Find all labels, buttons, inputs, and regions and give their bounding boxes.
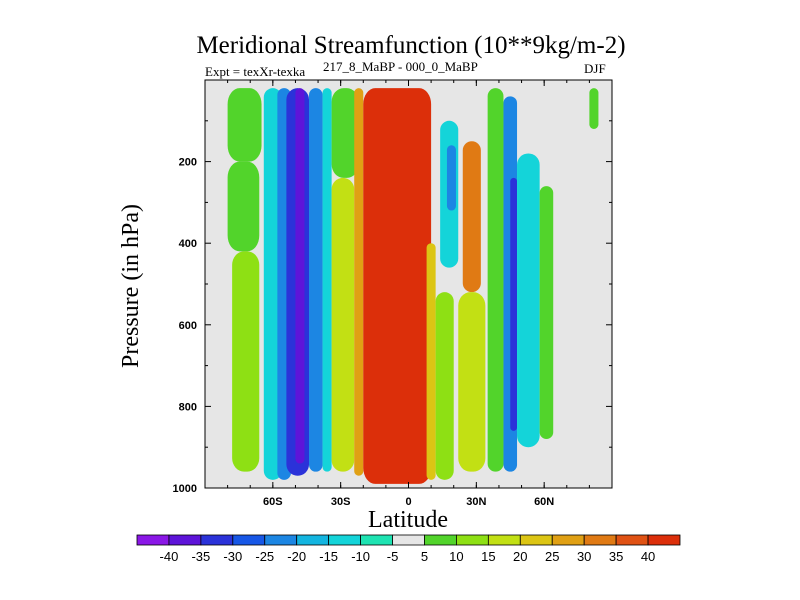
colorbar-swatch <box>296 534 330 546</box>
field-cell <box>354 88 364 476</box>
colorbar-swatch <box>583 534 617 546</box>
colorbar-label: -5 <box>387 549 399 564</box>
colorbar-label: 5 <box>421 549 428 564</box>
colorbar-label: 25 <box>545 549 559 564</box>
colorbar-swatch <box>456 534 489 546</box>
contour-field <box>227 88 599 484</box>
y-axis-label: Pressure (in hPa) <box>118 204 144 368</box>
field-cell <box>331 177 355 472</box>
y-tick-label: 600 <box>179 320 197 332</box>
colorbar-label: -25 <box>255 549 274 564</box>
x-tick-label: 0 <box>405 496 411 508</box>
field-cell <box>458 292 486 472</box>
field-cell <box>227 161 260 252</box>
experiment-label: Expt = texXr-texka <box>205 64 305 79</box>
field-cell <box>295 88 305 464</box>
period-label: 217_8_MaBP - 000_0_MaBP <box>323 59 478 74</box>
colorbar-swatch <box>168 534 202 546</box>
x-tick-label: 30N <box>466 496 486 508</box>
field-cell <box>322 88 332 472</box>
colorbar-swatch <box>424 534 457 546</box>
colorbar-swatch <box>519 534 553 546</box>
colorbar-label: 10 <box>449 549 463 564</box>
colorbar-swatch <box>392 534 425 546</box>
field-cell <box>426 243 436 480</box>
x-axis: 60S 30S 0 30N 60N <box>227 80 590 508</box>
y-tick-label: 1000 <box>173 483 197 495</box>
field-cell <box>363 88 432 484</box>
colorbar-label: -10 <box>351 549 370 564</box>
chart-title: Meridional Streamfunction (10**9kg/m-2) <box>196 32 625 59</box>
colorbar-swatch <box>328 534 361 546</box>
colorbar-label: -30 <box>223 549 242 564</box>
x-tick-label: 30S <box>331 496 351 508</box>
colorbar-swatch <box>232 534 266 546</box>
field-cell <box>309 88 323 472</box>
field-cell <box>487 88 504 472</box>
y-tick-label: 400 <box>179 238 197 250</box>
x-axis-label: Latitude <box>368 507 448 533</box>
field-cell <box>331 88 359 178</box>
colorbar-label: 30 <box>577 549 591 564</box>
colorbar-label: -20 <box>287 549 306 564</box>
colorbar-swatch <box>136 534 170 546</box>
colorbar-swatch <box>615 534 649 546</box>
colorbar-swatch <box>264 534 298 546</box>
colorbar-label: -40 <box>160 549 179 564</box>
colorbar-swatch <box>551 534 585 546</box>
colorbar-label: 20 <box>513 549 527 564</box>
colorbar-label: -15 <box>319 549 338 564</box>
field-cell <box>510 177 518 431</box>
colorbar-label: 35 <box>609 549 623 564</box>
colorbar-label: 15 <box>481 549 495 564</box>
colorbar: -40 -35 -30 -25 -20 -15 -10 -5 5 10 15 20 25 30 35 40 <box>136 534 681 564</box>
y-tick-label: 800 <box>179 401 197 413</box>
colorbar-label: -35 <box>191 549 210 564</box>
colorbar-swatch <box>647 534 681 546</box>
field-cell <box>446 145 456 211</box>
field-cell <box>435 292 454 480</box>
colorbar-swatch <box>360 534 393 546</box>
colorbar-swatch <box>200 534 234 546</box>
y-axis: 200 400 600 800 1000 <box>173 120 612 495</box>
x-tick-label: 60S <box>263 496 283 508</box>
x-tick-label: 60N <box>534 496 554 508</box>
field-cell <box>227 88 262 162</box>
field-cell <box>462 141 481 293</box>
colorbar-label: 40 <box>641 549 655 564</box>
y-tick-label: 200 <box>179 157 197 169</box>
field-cell <box>238 284 255 448</box>
colorbar-swatch <box>487 534 521 546</box>
season-label: DJF <box>584 61 606 76</box>
field-cell <box>517 153 540 448</box>
field-cell <box>589 88 599 129</box>
field-cell <box>539 186 554 440</box>
